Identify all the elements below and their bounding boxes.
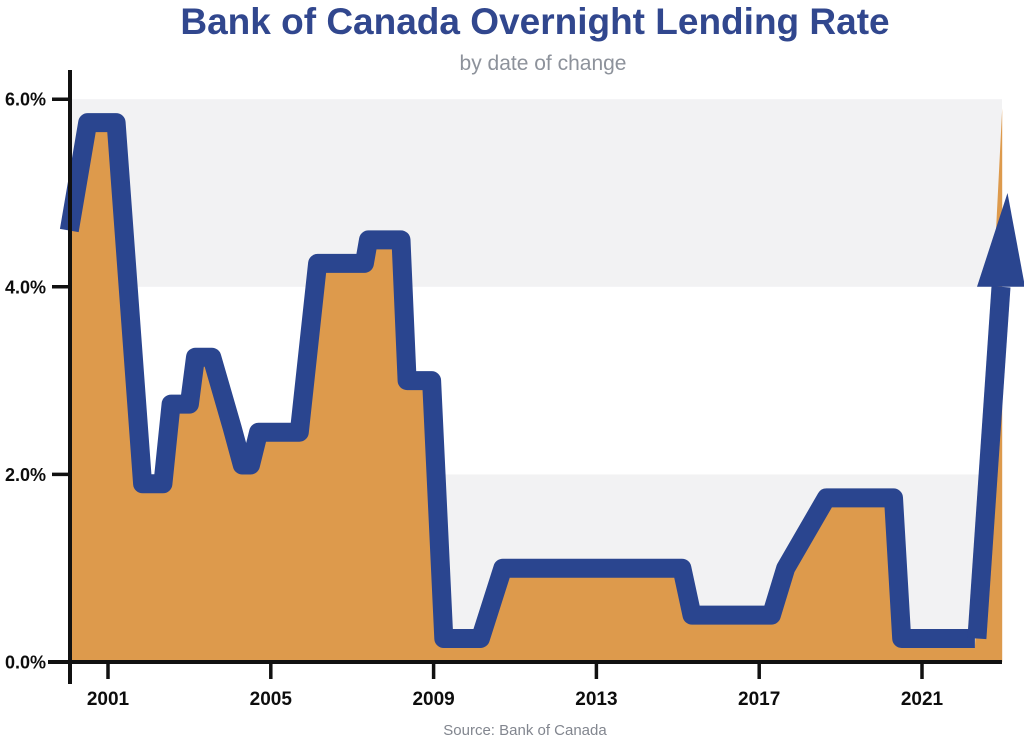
trend-arrow-shaft	[967, 286, 1011, 640]
y-tick-label: 4.0%	[5, 277, 46, 297]
x-tick-label: 2005	[250, 689, 293, 710]
rate-line	[59, 113, 975, 648]
source-note: Source: Bank of Canada	[443, 722, 607, 739]
x-tick-label: 2001	[87, 689, 130, 710]
x-tick-label: 2021	[901, 689, 944, 710]
chart-subtitle: by date of change	[459, 52, 627, 75]
y-tick-label: 2.0%	[5, 465, 46, 485]
y-tick-label: 6.0%	[5, 90, 46, 110]
y-tick-label: 0.0%	[5, 653, 46, 673]
trend-arrow-head	[977, 193, 1024, 287]
x-tick-label: 2013	[575, 689, 617, 710]
x-tick-label: 2009	[412, 689, 454, 710]
x-tick-label: 2017	[738, 689, 780, 710]
chart-title: Bank of Canada Overnight Lending Rate	[180, 1, 890, 42]
rate-area-fill	[69, 108, 1003, 662]
background-band	[70, 99, 1002, 287]
